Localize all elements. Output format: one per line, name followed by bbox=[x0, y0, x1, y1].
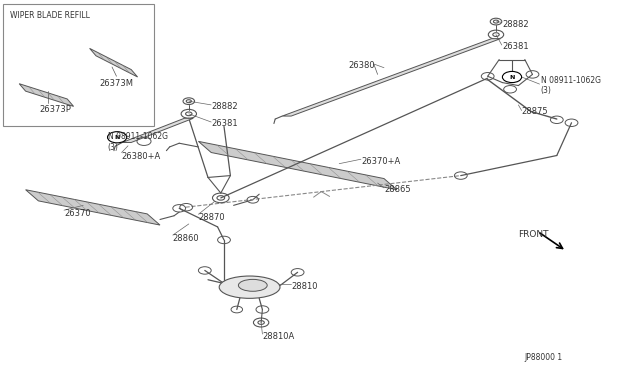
Text: 26370+A: 26370+A bbox=[362, 157, 401, 166]
Text: 26373P: 26373P bbox=[40, 105, 72, 114]
Ellipse shape bbox=[219, 276, 280, 298]
Polygon shape bbox=[282, 39, 500, 116]
Circle shape bbox=[108, 132, 127, 143]
Text: N: N bbox=[115, 135, 120, 140]
Text: 28860: 28860 bbox=[173, 234, 200, 243]
Text: N 08911-1062G
(3): N 08911-1062G (3) bbox=[541, 76, 601, 95]
Text: 28882: 28882 bbox=[211, 102, 238, 110]
Circle shape bbox=[502, 71, 522, 83]
Text: 26380: 26380 bbox=[349, 61, 376, 70]
Text: 28810: 28810 bbox=[291, 282, 317, 291]
Text: 26373M: 26373M bbox=[99, 79, 133, 88]
FancyBboxPatch shape bbox=[3, 4, 154, 126]
Polygon shape bbox=[26, 190, 160, 225]
Text: 28810A: 28810A bbox=[262, 332, 294, 341]
Text: N: N bbox=[509, 74, 515, 80]
Polygon shape bbox=[198, 141, 397, 190]
Polygon shape bbox=[122, 118, 193, 142]
Text: 28875: 28875 bbox=[522, 107, 548, 116]
Text: 28870: 28870 bbox=[198, 213, 225, 222]
Text: 28865: 28865 bbox=[384, 185, 411, 194]
Text: WIPER BLADE REFILL: WIPER BLADE REFILL bbox=[10, 11, 90, 20]
Text: 26380+A: 26380+A bbox=[122, 152, 161, 161]
Text: 28882: 28882 bbox=[502, 20, 529, 29]
Text: 26381: 26381 bbox=[211, 119, 238, 128]
Text: FRONT: FRONT bbox=[518, 230, 549, 239]
Polygon shape bbox=[19, 84, 74, 106]
Polygon shape bbox=[90, 48, 138, 77]
Text: 26381: 26381 bbox=[502, 42, 529, 51]
Text: 26370: 26370 bbox=[64, 209, 91, 218]
Text: JP88000 1: JP88000 1 bbox=[525, 353, 563, 362]
Text: N 08911-1062G
(3): N 08911-1062G (3) bbox=[108, 132, 168, 152]
Ellipse shape bbox=[239, 279, 268, 291]
